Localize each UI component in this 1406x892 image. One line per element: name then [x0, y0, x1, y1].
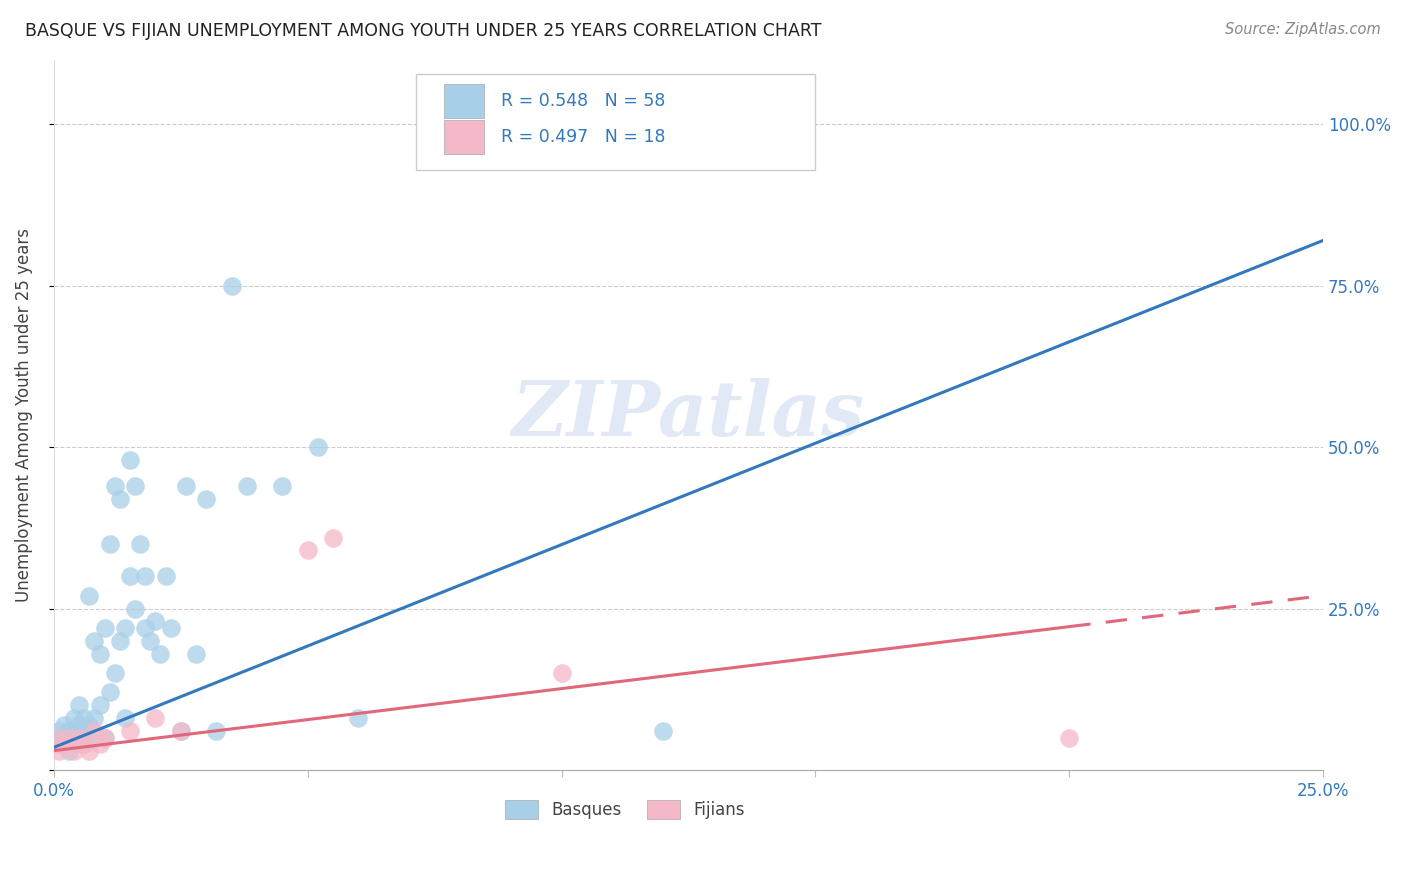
Point — [159, 621, 181, 635]
Point — [98, 537, 121, 551]
Point — [184, 647, 207, 661]
Point — [63, 724, 86, 739]
Point — [145, 615, 167, 629]
Point — [58, 731, 80, 745]
Text: R = 0.548   N = 58: R = 0.548 N = 58 — [501, 92, 665, 110]
Point — [53, 718, 76, 732]
Point — [58, 724, 80, 739]
Point — [58, 731, 80, 745]
Point — [48, 731, 70, 745]
Point — [347, 711, 370, 725]
Text: R = 0.497   N = 18: R = 0.497 N = 18 — [501, 128, 665, 146]
Point — [104, 479, 127, 493]
Point — [174, 479, 197, 493]
Point — [108, 491, 131, 506]
Point — [73, 737, 96, 751]
Point — [297, 543, 319, 558]
Point — [118, 724, 141, 739]
Point — [1059, 731, 1081, 745]
Legend: Basques, Fijians: Basques, Fijians — [498, 793, 752, 826]
Point — [236, 479, 259, 493]
Bar — [443, 84, 484, 118]
Point — [67, 731, 90, 745]
Point — [93, 731, 115, 745]
Point — [48, 737, 70, 751]
Point — [58, 744, 80, 758]
Point — [48, 724, 70, 739]
Point — [89, 737, 111, 751]
Point — [79, 589, 101, 603]
Point — [307, 440, 329, 454]
Point — [63, 711, 86, 725]
Point — [89, 698, 111, 713]
Point — [134, 621, 156, 635]
Point — [67, 698, 90, 713]
Point — [271, 479, 294, 493]
Point — [652, 724, 675, 739]
Point — [98, 685, 121, 699]
Point — [73, 724, 96, 739]
Text: BASQUE VS FIJIAN UNEMPLOYMENT AMONG YOUTH UNDER 25 YEARS CORRELATION CHART: BASQUE VS FIJIAN UNEMPLOYMENT AMONG YOUT… — [25, 22, 823, 40]
Point — [134, 569, 156, 583]
Point — [114, 621, 136, 635]
Text: ZIPatlas: ZIPatlas — [512, 378, 865, 452]
Text: Source: ZipAtlas.com: Source: ZipAtlas.com — [1225, 22, 1381, 37]
Point — [118, 453, 141, 467]
Point — [108, 633, 131, 648]
Point — [79, 718, 101, 732]
Point — [89, 647, 111, 661]
Point — [48, 744, 70, 758]
Point — [145, 711, 167, 725]
Point — [48, 731, 70, 745]
Point — [322, 531, 344, 545]
Point — [170, 724, 193, 739]
Point — [83, 724, 105, 739]
Point — [63, 744, 86, 758]
Point — [67, 731, 90, 745]
Point — [155, 569, 177, 583]
Point — [139, 633, 162, 648]
FancyBboxPatch shape — [416, 74, 815, 169]
Point — [118, 569, 141, 583]
Point — [63, 737, 86, 751]
Point — [67, 718, 90, 732]
Point — [73, 711, 96, 725]
Point — [104, 666, 127, 681]
Point — [195, 491, 218, 506]
Point — [83, 633, 105, 648]
Point — [170, 724, 193, 739]
Point — [550, 666, 572, 681]
Point — [149, 647, 172, 661]
Bar — [443, 120, 484, 154]
Point — [205, 724, 228, 739]
Point — [124, 601, 146, 615]
Point — [53, 731, 76, 745]
Point — [83, 711, 105, 725]
Point — [93, 621, 115, 635]
Y-axis label: Unemployment Among Youth under 25 years: Unemployment Among Youth under 25 years — [15, 227, 32, 602]
Point — [114, 711, 136, 725]
Point — [124, 479, 146, 493]
Point — [79, 731, 101, 745]
Point — [129, 537, 152, 551]
Point — [53, 737, 76, 751]
Point — [79, 744, 101, 758]
Point — [53, 737, 76, 751]
Point — [93, 731, 115, 745]
Point — [73, 737, 96, 751]
Point — [221, 278, 243, 293]
